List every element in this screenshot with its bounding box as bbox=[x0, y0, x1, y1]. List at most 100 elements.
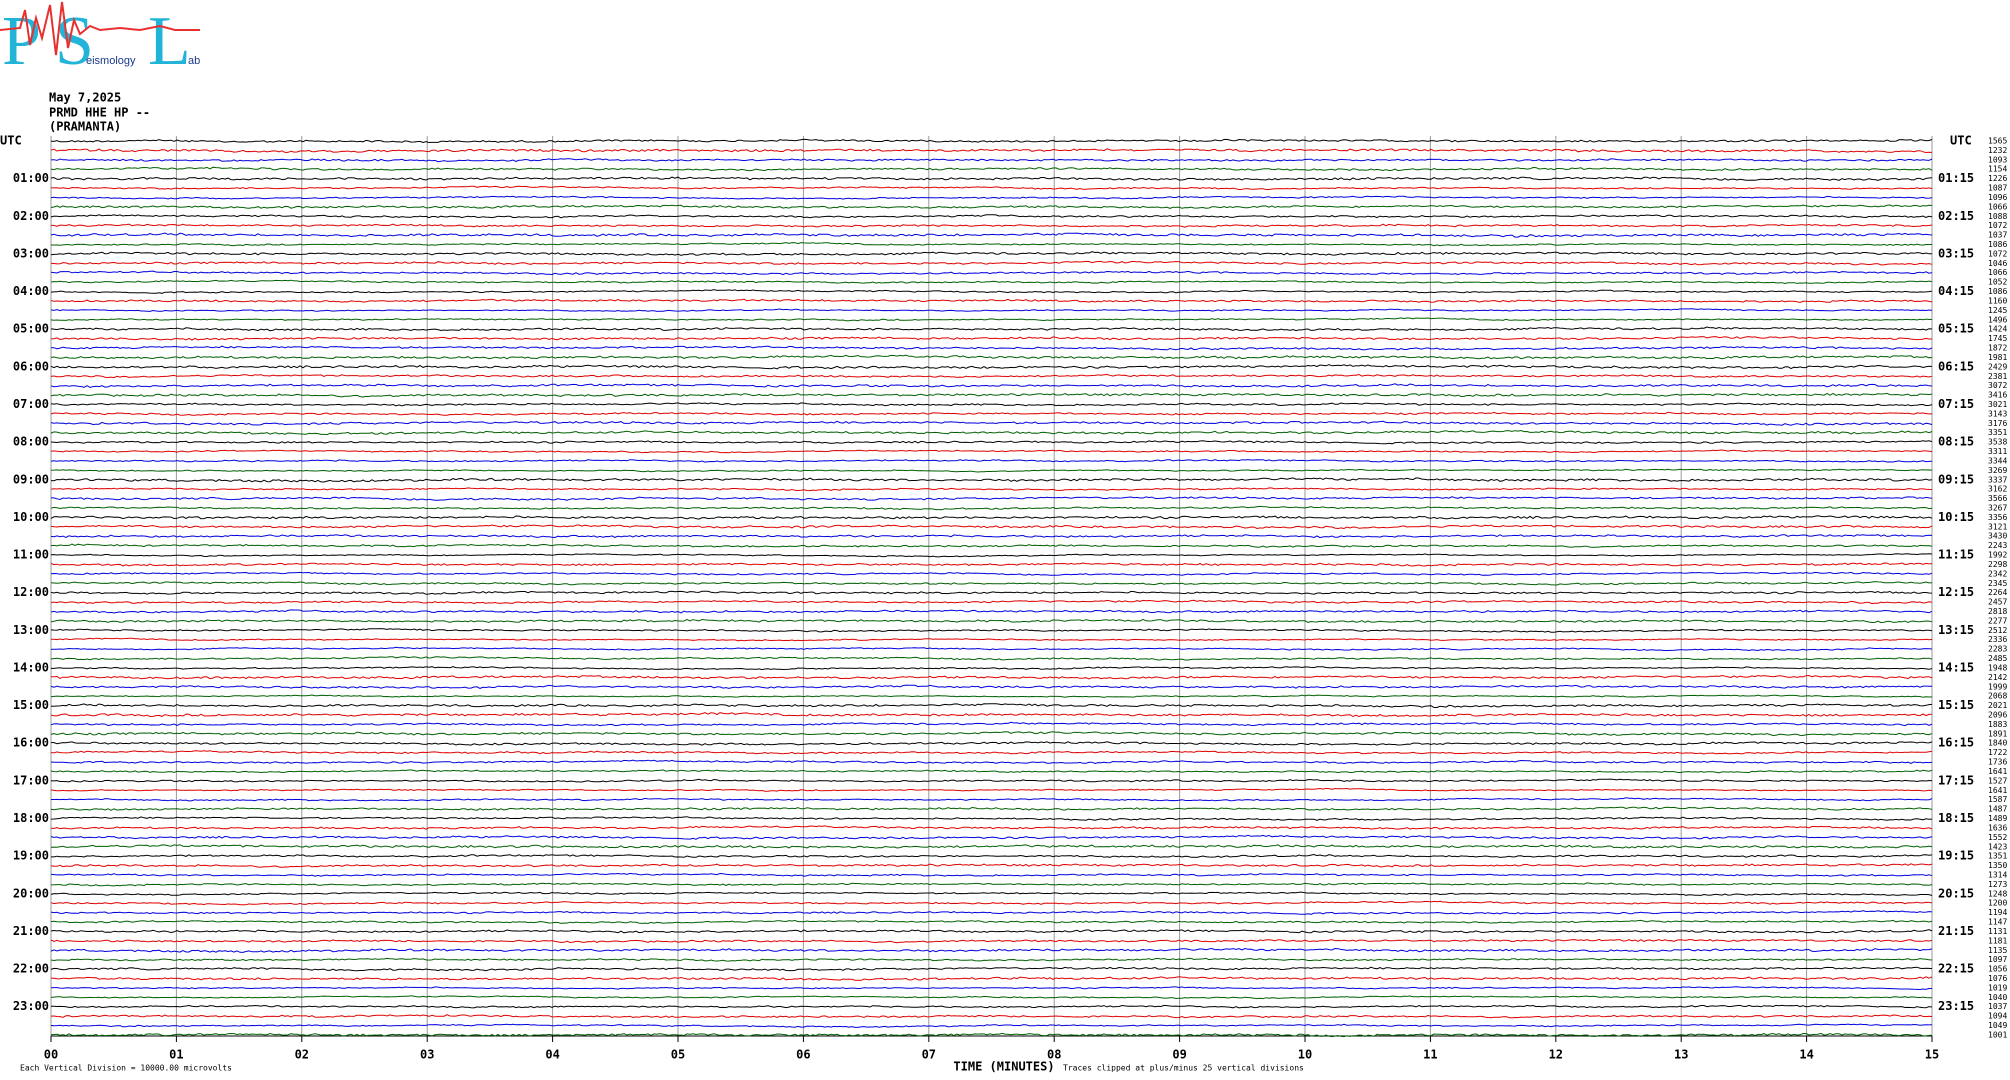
trace-number: 1840 bbox=[1988, 739, 2007, 748]
trace-number: 1745 bbox=[1988, 334, 2007, 343]
hour-label: 22:15 bbox=[1938, 962, 1974, 976]
hour-label: 18:00 bbox=[13, 811, 49, 825]
trace bbox=[50, 684, 1932, 689]
trace bbox=[50, 383, 1933, 388]
trace-number: 1001 bbox=[1988, 1030, 2007, 1039]
hour-label: 02:00 bbox=[13, 209, 49, 223]
hour-label: 05:15 bbox=[1938, 322, 1974, 336]
trace bbox=[50, 138, 1933, 144]
trace-number: 1049 bbox=[1988, 1021, 2007, 1030]
trace-number: 1273 bbox=[1988, 880, 2007, 889]
trace-number: 2342 bbox=[1988, 569, 2007, 578]
trace bbox=[50, 364, 1933, 370]
trace-number: 1086 bbox=[1988, 240, 2007, 249]
trace bbox=[50, 449, 1933, 454]
trace-number: 1487 bbox=[1988, 805, 2007, 814]
x-tick-label: 10 bbox=[1298, 1048, 1312, 1062]
trace-number: 3344 bbox=[1988, 456, 2007, 465]
hour-label: 08:00 bbox=[13, 435, 49, 449]
trace-number: 1496 bbox=[1988, 315, 2007, 324]
trace bbox=[50, 806, 1933, 811]
x-tick-label: 13 bbox=[1674, 1048, 1688, 1062]
trace bbox=[50, 468, 1933, 473]
trace bbox=[50, 872, 1933, 877]
trace bbox=[50, 195, 1933, 200]
logo: P S L eismology ab bbox=[0, 1, 200, 80]
trace-number: 1424 bbox=[1988, 325, 2007, 334]
trace-number: 1094 bbox=[1988, 1012, 2007, 1021]
x-tick-label: 14 bbox=[1799, 1048, 1813, 1062]
hour-label: 14:15 bbox=[1938, 660, 1974, 674]
clip-note: Traces clipped at plus/minus 25 vertical… bbox=[1063, 1064, 1304, 1073]
x-tick-label: 04 bbox=[545, 1048, 559, 1062]
hour-label: 09:00 bbox=[13, 472, 49, 486]
trace-number: 2283 bbox=[1988, 645, 2007, 654]
trace-number: 1131 bbox=[1988, 927, 2007, 936]
hour-label: 06:15 bbox=[1938, 359, 1974, 373]
trace-number: 3311 bbox=[1988, 447, 2007, 456]
trace bbox=[50, 581, 1933, 586]
x-tick-label: 02 bbox=[295, 1048, 309, 1062]
trace-number: 1587 bbox=[1988, 795, 2007, 804]
trace-number: 1154 bbox=[1988, 165, 2007, 174]
trace bbox=[50, 721, 1933, 727]
trace-number: 1641 bbox=[1988, 767, 2007, 776]
right-axis-title: UTC bbox=[1950, 134, 1972, 148]
trace bbox=[51, 666, 1933, 671]
trace-number: 1087 bbox=[1988, 184, 2007, 193]
trace bbox=[50, 251, 1933, 256]
hour-label: 11:15 bbox=[1938, 548, 1974, 562]
trace-number: 2512 bbox=[1988, 626, 2007, 635]
logo-letter: L bbox=[148, 3, 191, 80]
trace bbox=[50, 759, 1933, 765]
hour-label: 23:15 bbox=[1938, 999, 1974, 1013]
trace bbox=[50, 553, 1933, 558]
trace bbox=[50, 571, 1933, 576]
x-tick-label: 09 bbox=[1172, 1048, 1186, 1062]
trace-number: 2818 bbox=[1988, 607, 2007, 616]
trace-number: 1040 bbox=[1988, 993, 2007, 1002]
trace-number: 1200 bbox=[1988, 899, 2007, 908]
trace-number: 3416 bbox=[1988, 391, 2007, 400]
x-tick-label: 05 bbox=[671, 1048, 685, 1062]
hour-label: 03:15 bbox=[1938, 246, 1974, 260]
trace bbox=[50, 214, 1933, 219]
trace bbox=[50, 891, 1933, 896]
trace bbox=[50, 308, 1933, 312]
trace-number: 2277 bbox=[1988, 616, 2007, 625]
trace bbox=[50, 656, 1933, 661]
trace-number: 2021 bbox=[1988, 701, 2007, 710]
trace bbox=[50, 326, 1933, 332]
trace-number: 2381 bbox=[1988, 372, 2007, 381]
hour-label: 22:00 bbox=[13, 962, 49, 976]
trace-number: 1037 bbox=[1988, 1002, 2007, 1011]
trace-number: 1232 bbox=[1988, 146, 2007, 155]
trace-number: 1722 bbox=[1988, 748, 2007, 757]
trace bbox=[50, 298, 1933, 304]
trace bbox=[50, 816, 1933, 821]
trace-number: 2264 bbox=[1988, 588, 2007, 597]
trace-number: 1046 bbox=[1988, 259, 2007, 268]
trace bbox=[50, 185, 1933, 191]
trace-number: 2336 bbox=[1988, 635, 2007, 644]
trace-number: 1096 bbox=[1988, 193, 2007, 202]
trace bbox=[50, 260, 1933, 266]
trace-number: 1314 bbox=[1988, 870, 2007, 879]
trace bbox=[50, 402, 1933, 407]
scale-note: Each Vertical Division = 10000.00 microv… bbox=[20, 1064, 232, 1073]
x-tick-label: 03 bbox=[420, 1048, 434, 1062]
x-tick-label: 07 bbox=[922, 1048, 936, 1062]
hour-label: 01:15 bbox=[1938, 171, 1974, 185]
trace bbox=[50, 834, 1933, 840]
trace-number: 1066 bbox=[1988, 202, 2007, 211]
trace bbox=[50, 515, 1933, 520]
trace bbox=[50, 844, 1933, 849]
trace-number: 1135 bbox=[1988, 946, 2007, 955]
trace bbox=[50, 289, 1933, 294]
trace bbox=[50, 741, 1933, 746]
hour-label: 12:15 bbox=[1938, 585, 1974, 599]
trace-number: 1147 bbox=[1988, 918, 2007, 927]
station: (PRAMANTA) bbox=[49, 120, 121, 134]
trace bbox=[50, 336, 1933, 341]
trace-number: 1093 bbox=[1988, 155, 2007, 164]
